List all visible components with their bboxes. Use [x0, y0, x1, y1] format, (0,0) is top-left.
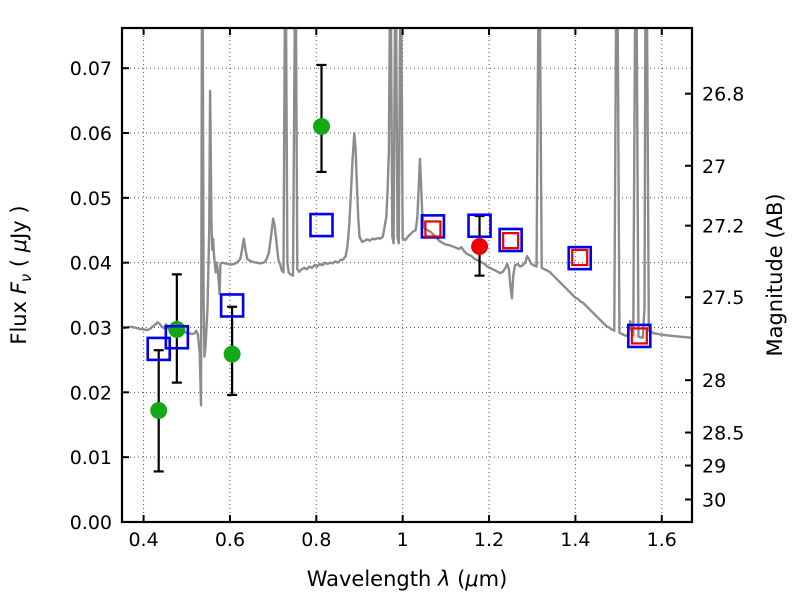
x-tick-label: 0.6 — [215, 529, 245, 551]
x-tick-label: 1.2 — [474, 529, 504, 551]
axes-frame — [120, 26, 694, 524]
svg-text:Flux Fν ( μJy ): Flux Fν ( μJy ) — [7, 205, 35, 344]
y-tick-label: 0.02 — [70, 382, 112, 404]
y-axis-title: Flux Fν ( μJy ) — [7, 205, 35, 344]
y-tick-label: 0.01 — [70, 447, 112, 469]
y-tick-label: 0.00 — [70, 512, 112, 534]
x-tick-label: 1 — [397, 529, 409, 551]
axis-ticks — [122, 28, 692, 523]
y-tick-label: 0.03 — [70, 318, 112, 340]
x-tick-label: 0.8 — [301, 529, 331, 551]
x-tick-label: 1.4 — [560, 529, 590, 551]
gridlines — [122, 28, 692, 522]
svg-text:Magnitude (AB): Magnitude (AB) — [763, 193, 787, 356]
y2-tick-label: 28 — [702, 370, 726, 392]
y2-tick-label: 30 — [702, 490, 726, 512]
y-tick-label: 0.07 — [70, 58, 112, 80]
y2-tick-label: 29 — [702, 456, 726, 478]
y-tick-label: 0.04 — [70, 253, 112, 275]
y2-tick-label: 27.5 — [702, 287, 744, 309]
y2-axis-title: Magnitude (AB) — [763, 193, 787, 356]
y-tick-label: 0.06 — [70, 123, 112, 145]
model-spectrum-line — [122, 28, 692, 407]
y2-tick-label: 28.5 — [702, 423, 744, 445]
x-axis-title: Wavelength λ (μm) — [307, 567, 508, 591]
x-tick-label: 0.4 — [128, 529, 158, 551]
axis-tick-labels: 0.4 0.6 0.8 1 1.2 1.4 1.6 0.00 0.01 0.02 0.03 0.04 0… — [70, 58, 745, 551]
y2-tick-label: 26.8 — [702, 84, 744, 106]
y2-tick-label: 27 — [702, 156, 726, 178]
y2-tick-label: 27.2 — [702, 216, 744, 238]
data-markers — [146, 63, 652, 473]
y-tick-label: 0.05 — [70, 188, 112, 210]
x-tick-label: 1.6 — [647, 529, 677, 551]
